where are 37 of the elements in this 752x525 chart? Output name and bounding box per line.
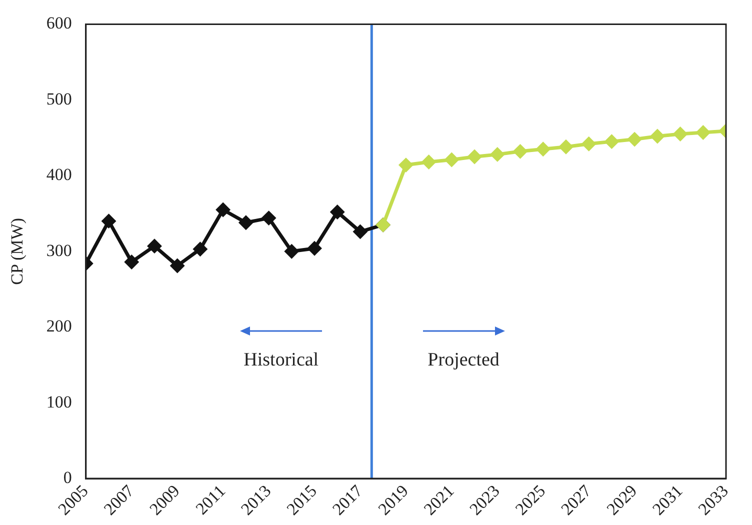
point <box>582 137 596 151</box>
point <box>444 152 458 166</box>
y-tick-label: 300 <box>46 240 72 260</box>
point <box>102 214 116 228</box>
y-tick-label: 400 <box>46 165 72 184</box>
y-tick-label: 500 <box>46 89 72 108</box>
point <box>308 242 322 256</box>
annotation: Historical <box>244 349 319 370</box>
point <box>353 224 367 238</box>
point <box>604 134 618 148</box>
point <box>216 202 230 216</box>
point <box>536 142 550 156</box>
y-axis-title: CP (MW) <box>8 218 27 285</box>
annotation: Projected <box>428 349 500 370</box>
point <box>490 148 504 162</box>
point <box>628 132 642 146</box>
point <box>468 150 482 164</box>
point <box>262 211 276 225</box>
point <box>239 216 253 230</box>
point <box>514 144 528 158</box>
y-tick-label: 0 <box>63 468 72 487</box>
y-tick-label: 600 <box>46 14 72 33</box>
point <box>650 130 664 144</box>
point <box>284 244 298 258</box>
y-tick-label: 100 <box>46 392 72 412</box>
point <box>559 140 573 154</box>
point <box>330 205 344 219</box>
x-tick-label: 2011 <box>192 481 230 518</box>
point <box>696 126 710 140</box>
point <box>170 259 184 273</box>
point <box>148 239 162 253</box>
y-tick-label: 200 <box>46 316 72 336</box>
point <box>674 127 688 141</box>
point <box>124 255 138 269</box>
point <box>193 242 207 256</box>
point <box>399 158 413 172</box>
point <box>422 155 436 169</box>
